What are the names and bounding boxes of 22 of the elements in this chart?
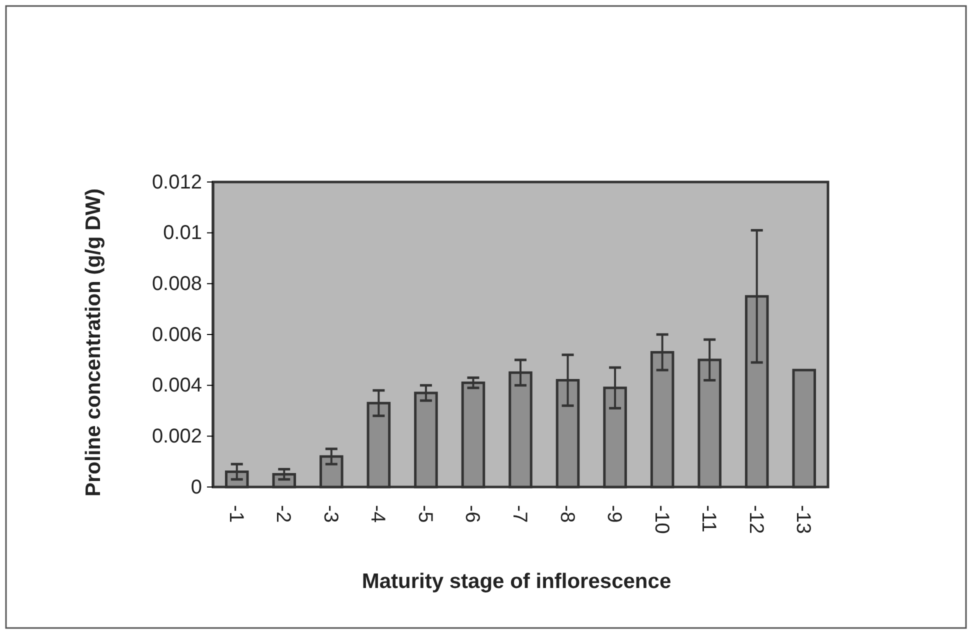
x-tick-label: -13 [792,505,814,534]
y-tick-label: 0.01 [163,222,202,244]
y-axis-title: Proline concentration (g/g DW) [82,188,105,496]
x-tick-label: -5 [414,505,436,523]
x-tick-label: -2 [272,505,294,523]
x-axis-title: Maturity stage of inflorescence [362,570,672,593]
x-tick-label: -1 [224,505,247,523]
x-tick-label: -12 [744,505,767,534]
y-tick-label: 0.012 [152,171,202,194]
x-tick-label: -3 [319,505,342,523]
y-tick-label: 0 [190,476,202,498]
y-tick-label: 0.008 [152,273,202,296]
x-tick-label: -10 [650,505,672,534]
x-tick-label: -4 [366,505,389,523]
x-tick-label: -9 [603,505,626,523]
x-tick-label: -6 [461,505,484,523]
x-tick-label: -11 [698,505,720,532]
y-tick-label: 0.006 [152,324,202,346]
x-tick-label: -8 [556,505,578,523]
y-tick-label: 0.002 [152,426,202,448]
x-tick-label: -7 [508,505,530,523]
y-tick-label: 0.004 [152,374,202,397]
